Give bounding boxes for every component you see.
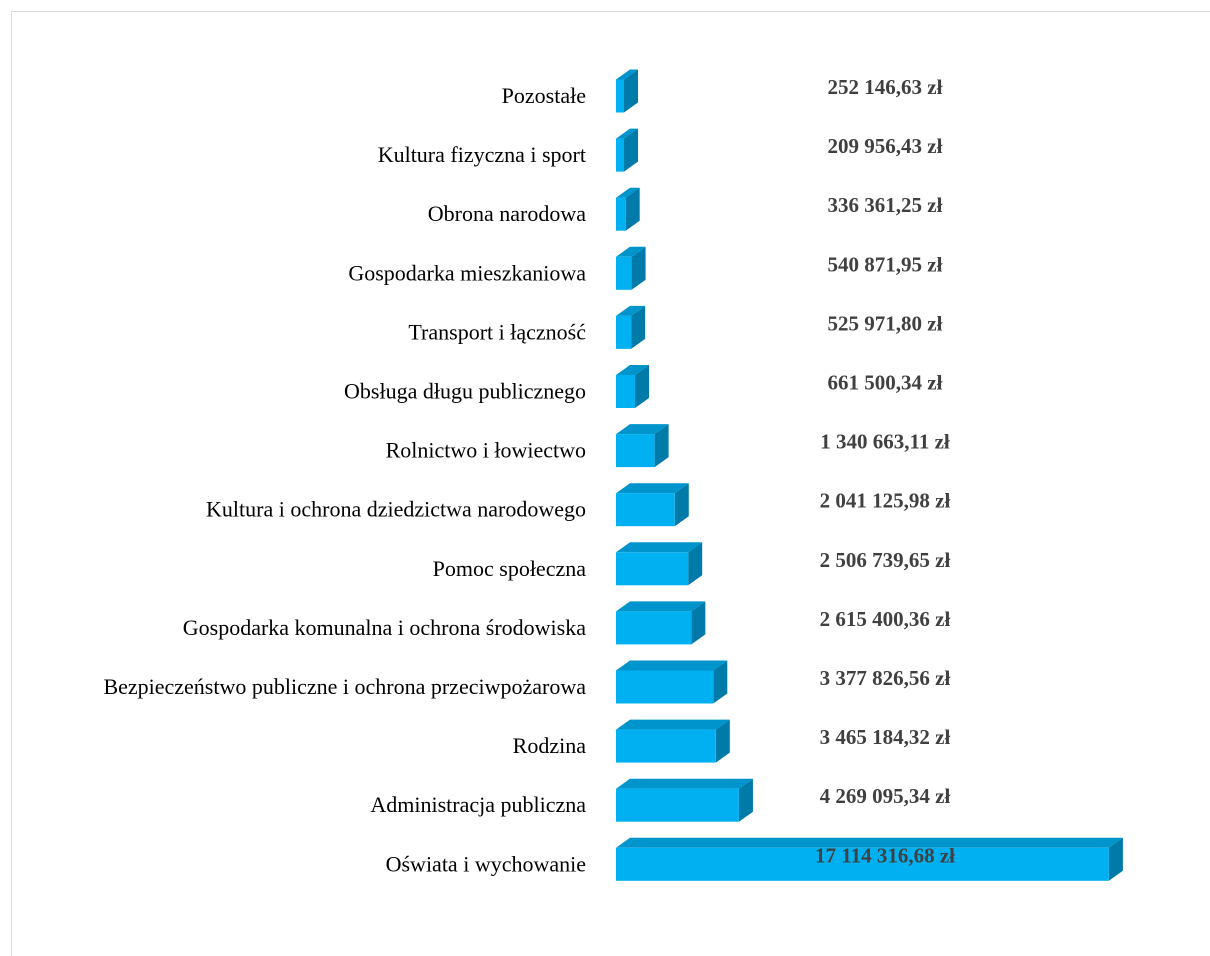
bar-top-face (616, 660, 728, 671)
data-label: 252 146,63 zł (828, 75, 943, 99)
bar-group (616, 246, 646, 290)
bar (616, 138, 624, 172)
bar (616, 315, 632, 349)
category-label: Oświata i wychowanie (386, 851, 586, 876)
bar-top-face (616, 305, 646, 316)
bar-group (616, 719, 730, 763)
bar-top-face (616, 128, 638, 139)
bar (616, 729, 716, 763)
bar-group (616, 542, 703, 586)
bar-side-face (654, 424, 669, 468)
bar-side-face (631, 305, 646, 349)
bar-top-face (616, 719, 730, 730)
bar-top-face (616, 542, 703, 553)
bar-group (616, 69, 638, 113)
bar-group (616, 187, 640, 231)
bar-group (616, 424, 669, 468)
category-label: Transport i łączność (408, 319, 586, 344)
category-label: Kultura fizyczna i sport (378, 142, 586, 167)
chart-area (11, 11, 1210, 956)
data-label: 525 971,80 zł (828, 311, 943, 335)
bar-side-face (688, 542, 703, 586)
category-label: Obrona narodowa (428, 201, 586, 226)
data-label: 2 041 125,98 zł (820, 489, 951, 513)
bar-side-face (625, 187, 640, 231)
data-label: 540 871,95 zł (828, 252, 943, 276)
bar (616, 788, 739, 822)
category-label: Pomoc społeczna (433, 556, 587, 581)
category-label: Gospodarka komunalna i ochrona środowisk… (183, 615, 586, 640)
category-label: Bezpieczeństwo publiczne i ochrona przec… (103, 674, 586, 699)
bar (616, 375, 636, 408)
bar-group (616, 365, 650, 408)
data-label: 661 500,34 zł (828, 371, 943, 395)
bar-side-face (738, 778, 753, 822)
bar (616, 256, 632, 290)
bar-top-face (616, 365, 650, 375)
bar (616, 552, 689, 586)
category-label: Administracja publiczna (370, 792, 586, 817)
bar-side-face (624, 128, 638, 172)
bar-side-face (1108, 837, 1123, 881)
data-label: 3 377 826,56 zł (820, 666, 951, 690)
data-label: 3 465 184,32 zł (820, 725, 951, 749)
bar-side-face (624, 69, 638, 113)
bar-top-face (616, 69, 638, 80)
bar-side-face (691, 601, 706, 645)
bar (616, 79, 624, 113)
category-label: Kultura i ochrona dziedzictwa narodowego (206, 497, 586, 522)
category-label: Rolnictwo i łowiectwo (386, 438, 586, 463)
bar-top-face (616, 187, 640, 198)
data-label: 336 361,25 zł (828, 193, 943, 217)
bar-group (616, 837, 1123, 881)
bar (616, 611, 692, 645)
category-label: Rodzina (513, 733, 587, 758)
category-label: Gospodarka mieszkaniowa (348, 260, 586, 285)
bar (616, 434, 655, 468)
bar-side-face (635, 365, 650, 408)
bar (616, 670, 714, 704)
bar-top-face (616, 424, 669, 435)
bar-group (616, 601, 706, 645)
bar-side-face (715, 719, 730, 763)
data-label: 4 269 095,34 zł (820, 784, 951, 808)
data-label: 209 956,43 zł (828, 134, 943, 158)
data-label: 17 114 316,68 zł (815, 843, 955, 867)
bar-group (616, 128, 638, 172)
data-label: 2 506 739,65 zł (820, 548, 951, 572)
data-label: 1 340 663,11 zł (820, 430, 950, 454)
bar-top-face (616, 483, 689, 494)
bar-top-face (616, 246, 646, 257)
bar-group (616, 483, 689, 527)
data-label: 2 615 400,36 zł (820, 607, 951, 631)
bar-side-face (631, 246, 646, 290)
category-label: Obsługa długu publicznego (344, 379, 586, 404)
bar-top-face (616, 837, 1123, 848)
bar (616, 197, 626, 231)
bar-top-face (616, 778, 753, 789)
bar-group (616, 305, 646, 349)
bar-group (616, 778, 753, 822)
bar-side-face (674, 483, 689, 527)
bar (616, 493, 675, 527)
bar-side-face (713, 660, 728, 704)
bar-top-face (616, 601, 706, 612)
category-label: Pozostałe (502, 83, 586, 108)
bar (616, 847, 1109, 881)
bar-group (616, 660, 728, 704)
